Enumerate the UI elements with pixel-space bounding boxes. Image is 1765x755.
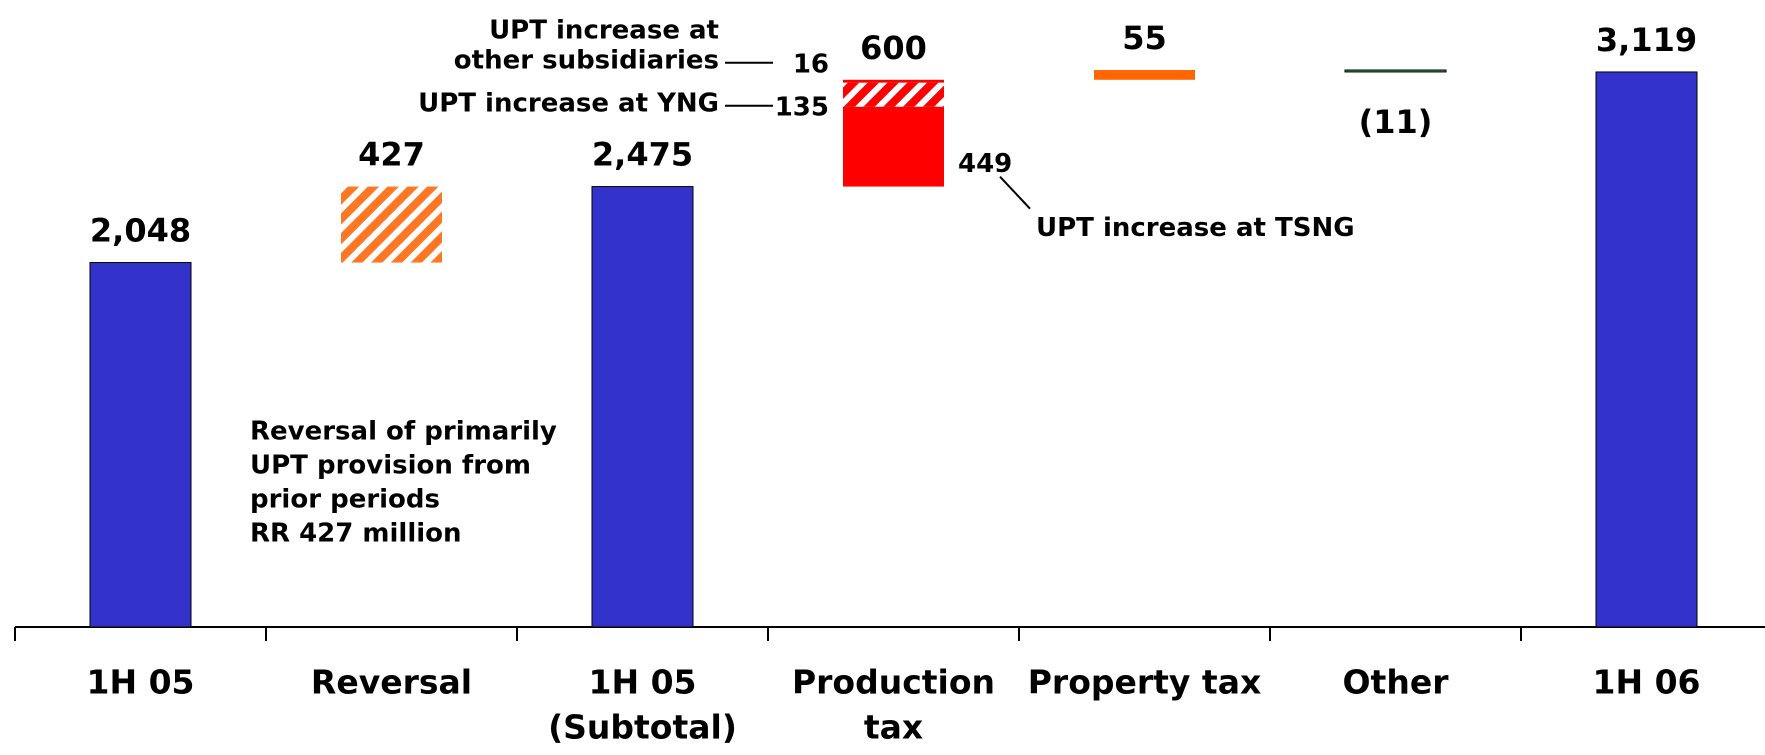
bar [89, 262, 192, 628]
bar [1595, 71, 1698, 628]
annotation: prior periods [250, 485, 440, 515]
segment-label: UPT increase at TSNG [1036, 213, 1355, 243]
segment-value: 449 [958, 149, 1012, 179]
segment-label: other subsidiaries [454, 45, 719, 75]
x-tick-label: 1H 06 [1593, 663, 1701, 702]
annotation: UPT provision from [250, 451, 531, 481]
x-tick-label: Reversal [311, 663, 472, 702]
bar-segment [843, 79, 944, 83]
value-label: 2,048 [90, 212, 191, 250]
value-label: 600 [860, 29, 927, 67]
value-label: 2,475 [592, 136, 693, 174]
bar-segment [843, 82, 944, 107]
x-tick-label: Other [1343, 663, 1450, 702]
x-tick-label: Property tax [1028, 663, 1262, 702]
value-label: 3,119 [1596, 21, 1697, 59]
x-tick-label: tax [864, 708, 923, 747]
value-label: (11) [1359, 103, 1433, 141]
leader-line [999, 175, 1031, 210]
segment-label: UPT increase at [489, 15, 719, 45]
x-tick-label: 1H 05 [589, 663, 697, 702]
bar [1344, 69, 1447, 73]
bar [591, 186, 694, 628]
segment-value: 135 [775, 92, 829, 122]
value-label: 427 [358, 136, 425, 174]
segment-label: UPT increase at YNG [418, 88, 719, 118]
x-tick-label: Production [792, 663, 995, 702]
annotation: Reversal of primarily [250, 417, 557, 447]
bar [1094, 70, 1195, 80]
bar [341, 186, 442, 263]
bar-segment [843, 106, 944, 187]
annotation: RR 427 million [250, 519, 462, 549]
x-tick-label: (Subtotal) [548, 708, 737, 747]
value-label: 55 [1122, 19, 1167, 57]
segment-value: 16 [793, 49, 829, 79]
x-tick-label: 1H 05 [87, 663, 195, 702]
